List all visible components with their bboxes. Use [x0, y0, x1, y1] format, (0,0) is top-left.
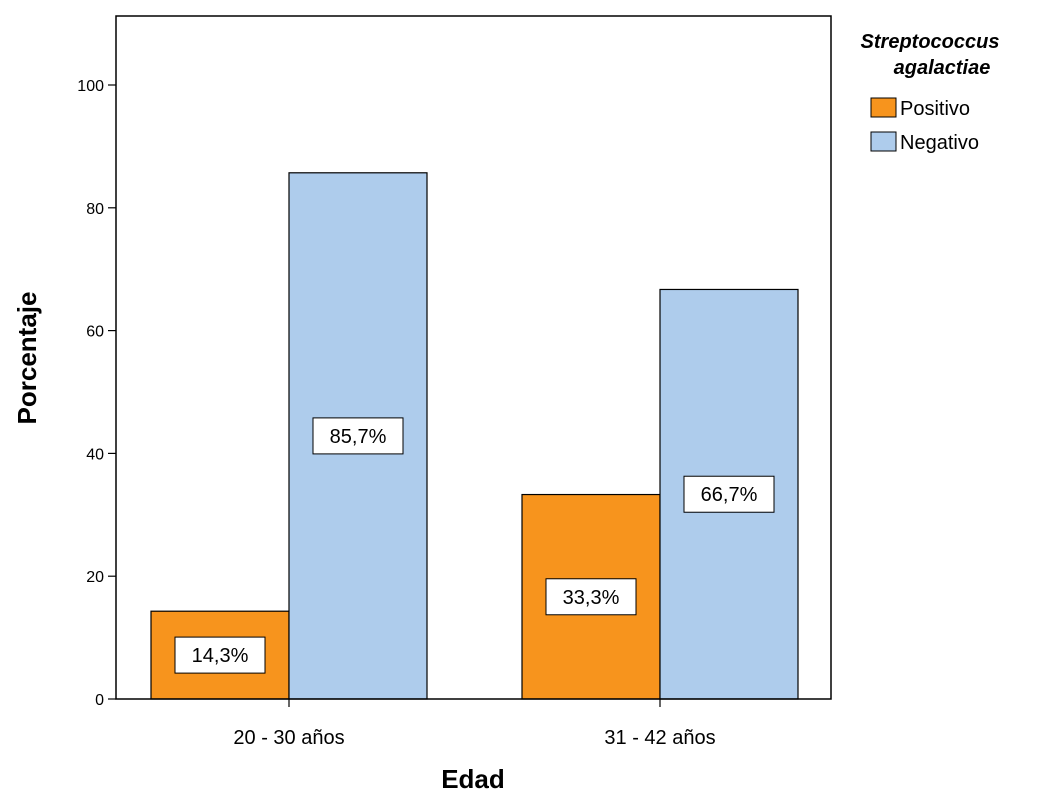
legend-label-negativo: Negativo: [900, 132, 979, 154]
data-label: 14,3%: [192, 645, 249, 667]
y-tick-label: 60: [86, 324, 104, 341]
x-tick-label: 20 - 30 años: [233, 727, 344, 749]
y-tick-label: 40: [86, 446, 104, 463]
y-tick-label: 20: [86, 569, 104, 586]
y-tick-label: 100: [77, 78, 104, 95]
x-axis-title: Edad: [441, 764, 505, 792]
x-tick-label: 31 - 42 años: [604, 727, 715, 749]
data-label: 33,3%: [563, 587, 620, 609]
legend-title-line-2: agalactiae: [894, 57, 991, 79]
y-axis-title: Porcentaje: [12, 292, 42, 425]
plot-frame: [115, 15, 832, 700]
legend-swatch-negativo: [870, 131, 897, 152]
legend: Streptococcus agalactiae Positivo Negati…: [861, 31, 1000, 154]
legend-swatch-positivo: [870, 97, 897, 118]
legend-label-positivo: Positivo: [900, 98, 970, 120]
data-label-box: [312, 417, 404, 455]
data-label: 66,7%: [701, 484, 758, 506]
y-tick-label: 0: [95, 692, 104, 709]
data-label-box: [545, 578, 637, 616]
data-label-box: [683, 475, 775, 513]
data-label-box: [174, 636, 266, 674]
y-tick-label: 80: [86, 201, 104, 218]
legend-title-line-1: Streptococcus: [861, 31, 1000, 53]
data-label: 85,7%: [330, 426, 387, 448]
